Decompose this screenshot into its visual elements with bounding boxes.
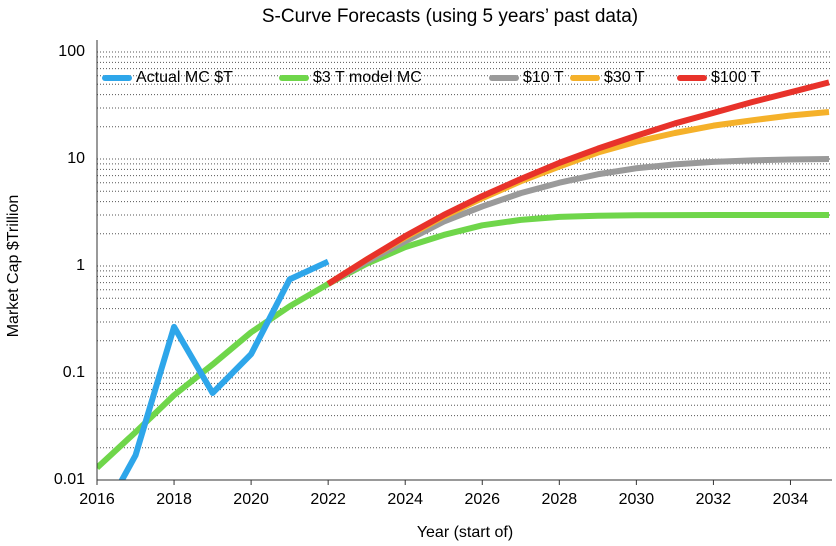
y-axis-label: Market Cap $Trillion [5,195,22,338]
y-tick-label: 10 [67,150,85,167]
series-line [97,211,829,471]
legend-label: Actual MC $T [136,69,233,86]
legend-label: $3 T model MC [313,69,422,86]
x-tick-label: 2028 [542,491,578,508]
x-tick-label: 2022 [310,491,346,508]
x-axis-label: Year (start of) [417,524,513,541]
y-tick-label: 1 [76,257,85,274]
x-tick-label: 2026 [464,491,500,508]
grid [97,51,832,481]
x-tick-label: 2018 [156,491,192,508]
chart-title: S-Curve Forecasts (using 5 years’ past d… [262,6,638,27]
series-line [326,79,830,287]
series-line [118,258,330,480]
x-tick-label: 2032 [696,491,732,508]
legend-label: $100 T [711,69,761,86]
x-tick-label: 2030 [619,491,655,508]
x-tick-label: 2020 [233,491,269,508]
x-tick-label: 2034 [773,491,809,508]
legend-label: $30 T [604,69,645,86]
x-tick-label: 2016 [79,491,115,508]
series-line [326,156,830,287]
legend-label: $10 T [523,69,564,86]
x-tick-label: 2024 [387,491,423,508]
y-tick-label: 100 [58,43,85,60]
y-tick-label: 0.01 [54,471,85,488]
series-line [326,109,830,287]
plot [97,79,830,480]
y-tick-label: 0.1 [63,364,85,381]
